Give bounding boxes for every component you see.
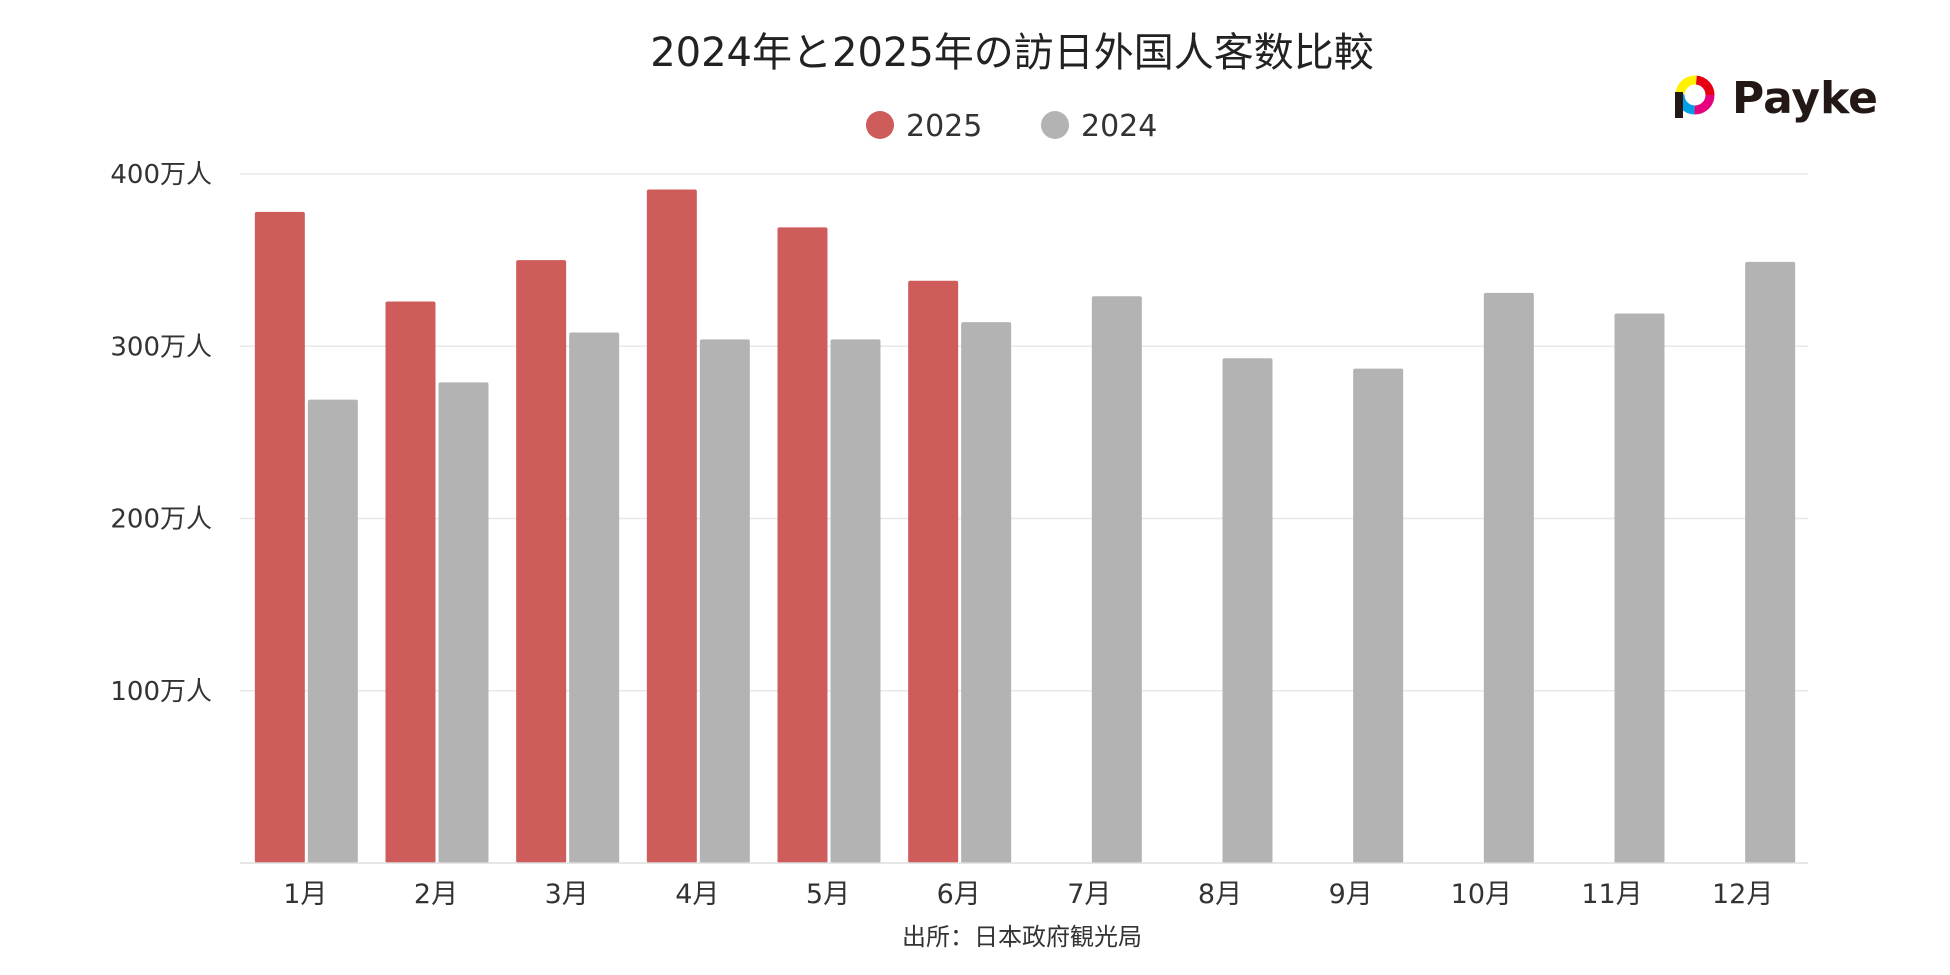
legend-marker-2024: [1041, 111, 1069, 139]
bar-2025-3: [516, 260, 567, 863]
x-tick-label: 7月: [1067, 879, 1111, 910]
chart-title: 2024年と2025年の訪日外国人客数比較: [650, 30, 1374, 76]
x-tick-label: 3月: [545, 879, 589, 910]
gridlines: [240, 173, 1808, 692]
x-tick-label: 5月: [806, 879, 850, 910]
legend-marker-2025: [866, 111, 894, 139]
x-tick-label: 1月: [283, 879, 327, 910]
x-tick-label: 11月: [1581, 879, 1642, 910]
x-axis-labels: 1月 2月 3月 4月 5月 6月 7月 8月 9月 10月 11月 12月: [283, 879, 1773, 910]
bar-2024-7: [1091, 296, 1142, 863]
bar-2024-8: [1222, 358, 1273, 863]
brand-logo: Payke: [1675, 73, 1878, 124]
bar-2025-5: [777, 227, 828, 863]
x-tick-label: 9月: [1329, 879, 1373, 910]
bar-2024-12: [1745, 261, 1796, 863]
bar-2024-4: [699, 339, 750, 863]
y-tick-label: 100万人: [110, 677, 212, 707]
bar-2024-2: [438, 382, 489, 863]
y-tick-label: 300万人: [110, 332, 212, 362]
y-tick-label: 400万人: [110, 160, 212, 190]
bar-2024-1: [307, 399, 358, 863]
bar-2025-4: [646, 189, 697, 863]
bar-2025-6: [908, 280, 959, 863]
brand-name: Payke: [1732, 73, 1878, 124]
bar-2024-6: [961, 322, 1012, 863]
y-tick-label: 200万人: [110, 505, 212, 535]
bar-2024-9: [1353, 368, 1404, 863]
bar-2024-5: [830, 339, 881, 863]
bar-2025-2: [385, 301, 436, 864]
x-tick-label: 4月: [675, 879, 719, 910]
x-tick-label: 10月: [1451, 879, 1512, 910]
bar-2024-10: [1483, 292, 1534, 863]
payke-logo-icon: [1675, 75, 1715, 118]
legend-label-2025: 2025: [906, 109, 982, 144]
x-tick-label: 6月: [937, 879, 981, 910]
bar-2025-1: [254, 211, 305, 863]
bar-2024-3: [569, 332, 620, 864]
bars: [254, 189, 1796, 864]
x-tick-label: 8月: [1198, 879, 1242, 910]
bar-2024-11: [1614, 313, 1665, 864]
legend-label-2024: 2024: [1081, 109, 1157, 144]
legend: 2025 2024: [866, 109, 1157, 144]
source-note: 出所：日本政府観光局: [902, 923, 1142, 951]
y-axis-labels: 100万人 200万人 300万人 400万人: [110, 160, 212, 707]
x-tick-label: 12月: [1712, 879, 1773, 910]
x-tick-label: 2月: [414, 879, 458, 910]
